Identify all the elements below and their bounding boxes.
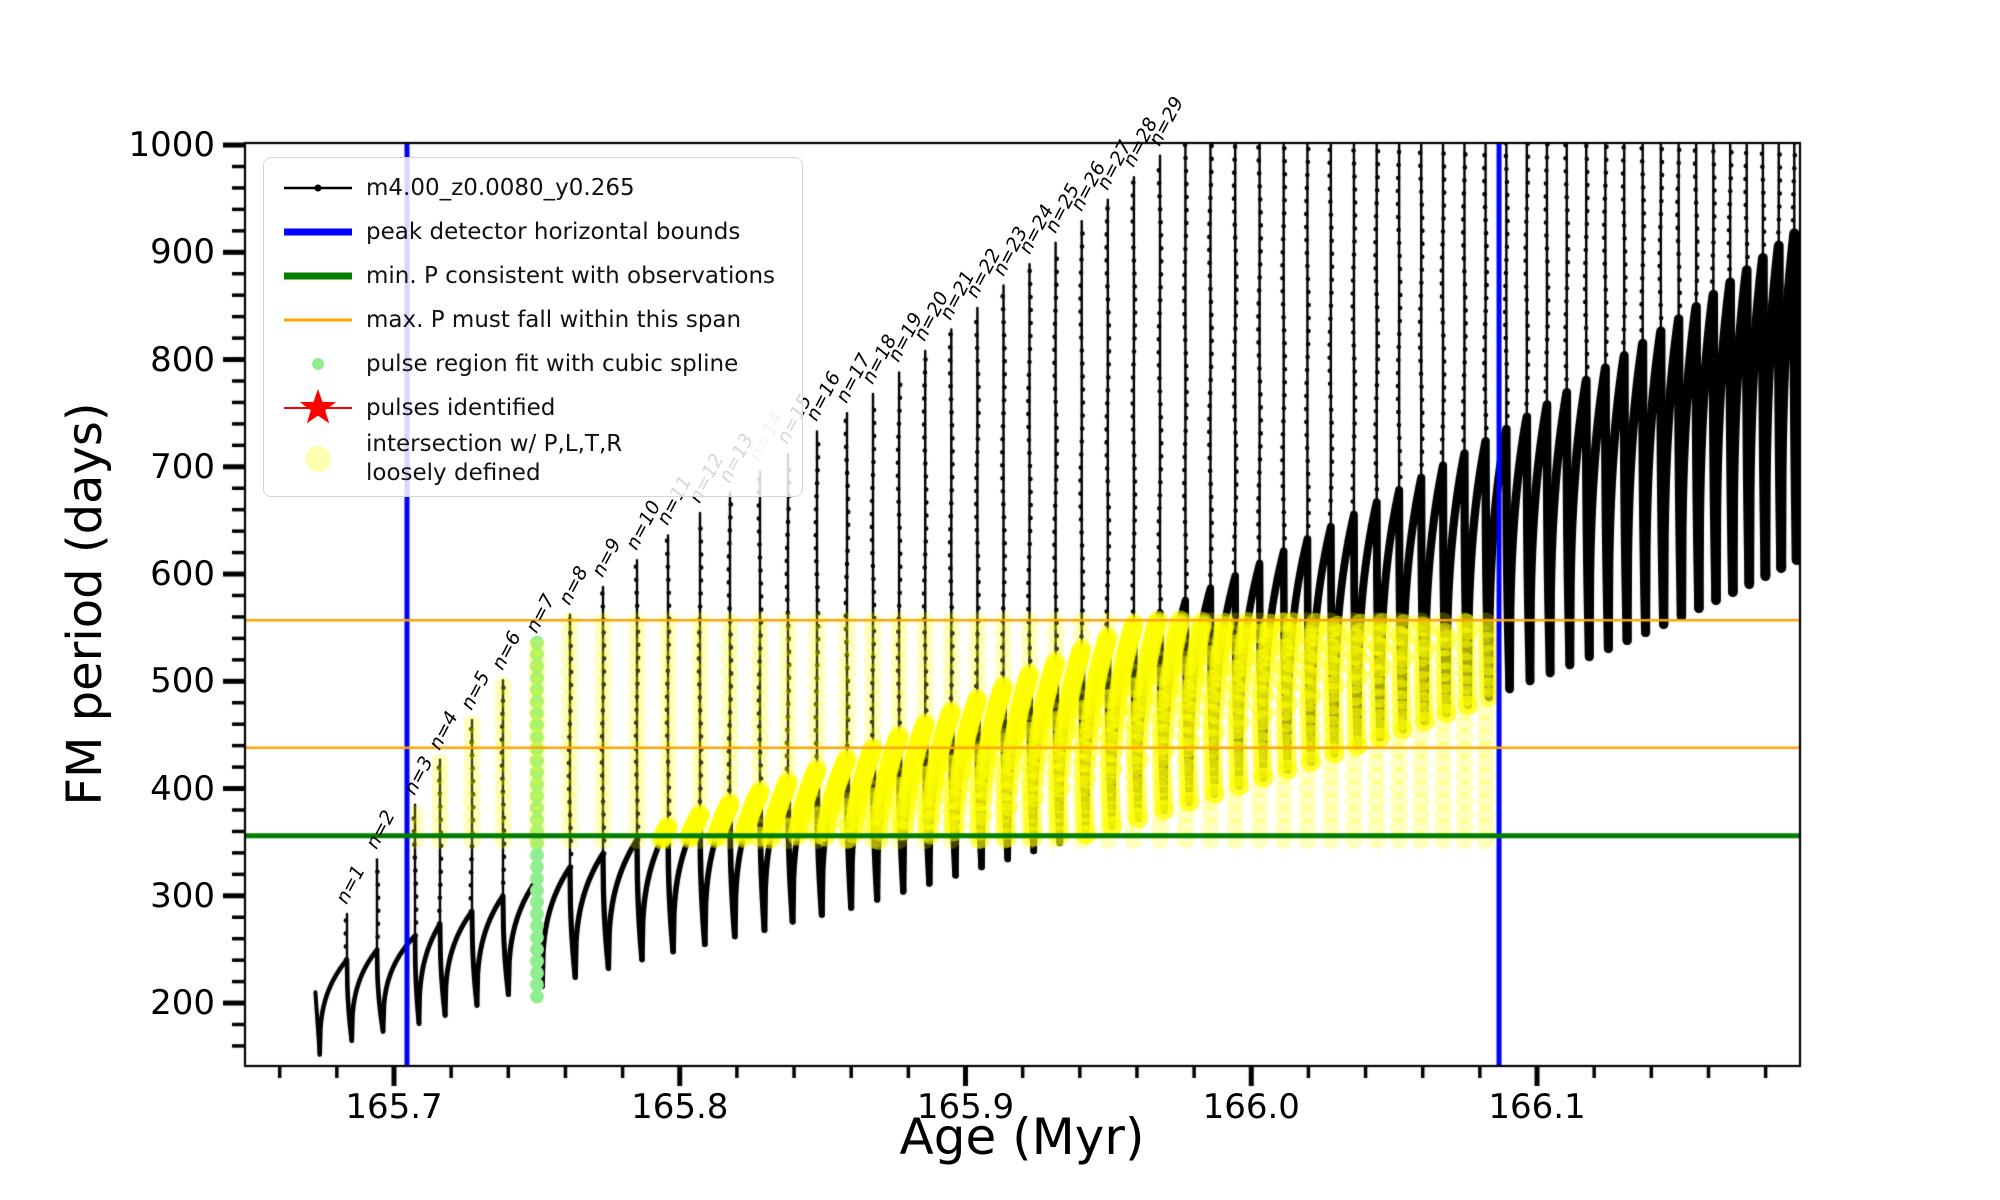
y-tick-label: 700 [150,446,215,487]
legend-entry-spline: pulse region fit with cubic spline [270,342,792,386]
orange-line-marker-icon [270,298,366,342]
y-tick-label: 500 [150,661,215,702]
x-tick-label: 166.1 [1488,1087,1586,1127]
blue-line-marker-icon [270,210,366,254]
line-dot-marker-icon [270,166,366,210]
y-tick-label: 900 [150,232,215,273]
red-star-marker-icon [270,386,366,430]
legend-label: m4.00_z0.0080_y0.265 [366,174,635,201]
yellow-dot-marker-icon [270,437,366,481]
x-tick-label: 165.7 [345,1087,443,1127]
x-tick-label: 166.0 [1202,1087,1300,1127]
legend-entry-bounds: peak detector horizontal bounds [270,210,792,254]
legend-label: pulse region fit with cubic spline [366,350,739,377]
x-tick-label: 165.9 [916,1087,1015,1127]
legend-label: peak detector horizontal bounds [366,218,741,245]
green-dot-marker-icon [270,342,366,386]
y-tick-label: 400 [150,768,215,809]
y-tick-label: 600 [150,554,215,595]
y-tick-label: 800 [150,339,215,380]
legend-label: min. P consistent with observations [366,262,776,289]
y-tick-label: 300 [150,875,215,916]
legend-entry-intersection: intersection w/ P,L,T,R loosely defined [270,430,792,488]
legend-entry-track: m4.00_z0.0080_y0.265 [270,166,792,210]
legend-label: max. P must fall within this span [366,306,742,333]
legend-entry-max-p: max. P must fall within this span [270,298,792,342]
legend-entry-min-p: min. P consistent with observations [270,254,792,298]
x-tick-label: 165.8 [631,1087,729,1127]
green-line-marker-icon [270,254,366,298]
y-tick-label: 1000 [128,125,215,166]
y-tick-label: 200 [150,983,215,1024]
legend-label: pulses identified [366,394,556,421]
legend-label: intersection w/ P,L,T,R loosely defined [366,431,623,486]
y-axis-label: FM period (days) [57,402,113,806]
legend-entry-pulses: pulses identified [270,386,792,430]
legend: m4.00_z0.0080_y0.265 peak detector horiz… [263,157,803,497]
x-axis-label: Age (Myr) [899,1108,1145,1166]
